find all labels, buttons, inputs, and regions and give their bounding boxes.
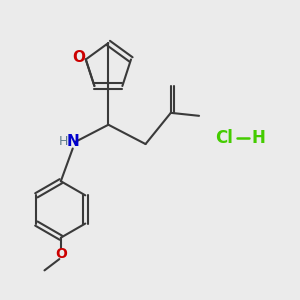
Text: O: O bbox=[55, 247, 67, 261]
Text: H: H bbox=[58, 136, 68, 148]
Text: H: H bbox=[251, 129, 266, 147]
Text: Cl: Cl bbox=[215, 129, 233, 147]
Text: O: O bbox=[73, 50, 86, 65]
Text: N: N bbox=[66, 134, 79, 149]
